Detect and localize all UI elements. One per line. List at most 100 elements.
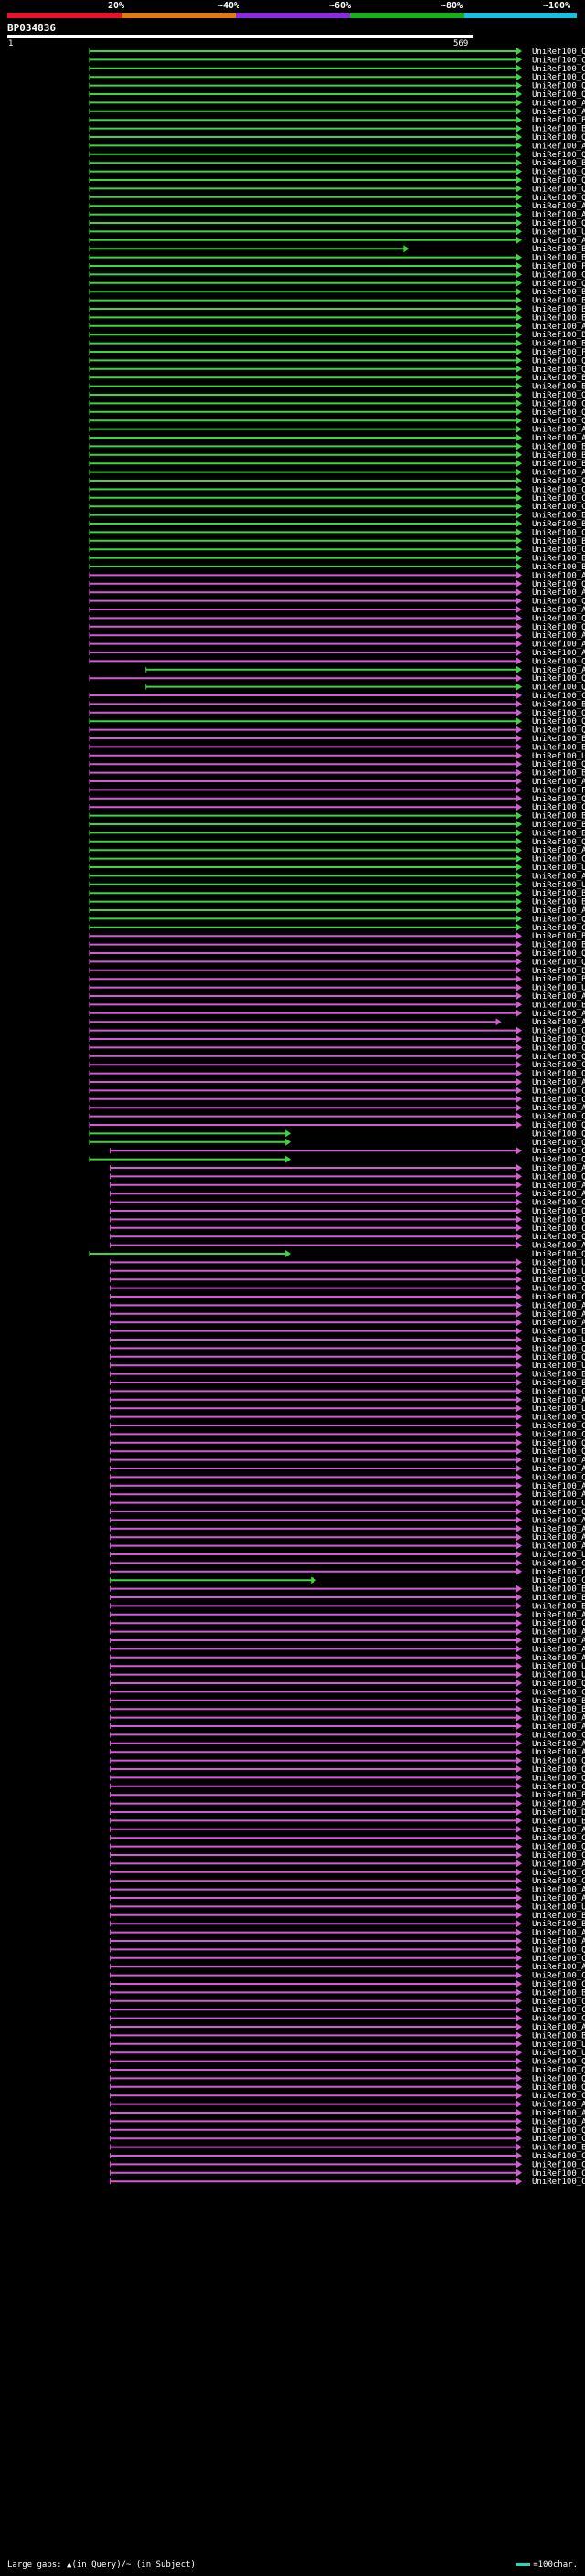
hit-label[interactable]: UniRef100_UP1000... <box>532 752 585 761</box>
hit-label[interactable]: UniRef100_A9EZ27 <box>532 1723 585 1732</box>
hit-label[interactable]: UniRef100_UP1000... <box>532 1336 585 1345</box>
hit-label[interactable]: UniRef100_C9R8U0 <box>532 1044 585 1053</box>
hit-label[interactable]: UniRef100_B9H7F8 <box>532 288 585 297</box>
hit-label[interactable]: UniRef100_Q0DDX3 <box>532 417 585 426</box>
hit-label[interactable]: UniRef100_C1B2S2 <box>532 1619 585 1628</box>
hit-label[interactable]: UniRef100_B9GQ29 <box>532 374 585 383</box>
hit-label[interactable]: UniRef100_C7QM83 <box>532 1414 585 1423</box>
hit-label[interactable]: UniRef100_C5Y5M6 <box>532 803 585 812</box>
hit-label[interactable]: UniRef100_Q4A9N6 <box>532 1207 585 1216</box>
hit-label[interactable]: UniRef100_B9GMN4 <box>532 254 585 263</box>
hit-label[interactable]: UniRef100_A9SX78 <box>532 469 585 478</box>
hit-label[interactable]: UniRef100_Q0C2P7 <box>532 1233 585 1242</box>
hit-label[interactable]: UniRef100_Q9SBF2 <box>532 408 585 418</box>
hit-label[interactable]: UniRef100_B7I0O3 <box>532 2144 585 2153</box>
hit-label[interactable]: UniRef100_Q0D247 <box>532 614 585 623</box>
hit-label[interactable]: UniRef100_Q6H854 <box>532 726 585 736</box>
hit-label[interactable]: UniRef100_A1W3V6 <box>532 1929 585 1938</box>
hit-label[interactable]: UniRef100_C6B4K9 <box>532 1568 585 1577</box>
hit-label[interactable]: UniRef100_A7QJ3 <box>532 846 585 855</box>
hit-label[interactable]: UniRef100_A4RYY3 <box>532 1242 585 1251</box>
hit-label[interactable]: UniRef100_A1TKP5 <box>532 1465 585 1474</box>
hit-label[interactable]: UniRef100_A7NVE7 <box>532 237 585 246</box>
hit-label[interactable]: UniRef100_B7FI00 <box>532 245 585 254</box>
hit-label[interactable]: UniRef100_B4FUS9 <box>532 313 585 323</box>
hit-label[interactable]: UniRef100_C9PGD4 <box>532 1869 585 1878</box>
hit-label[interactable]: UniRef100_C6E4U9 <box>532 1224 585 1234</box>
hit-label[interactable]: UniRef100_A6MTV9 <box>532 1714 585 1723</box>
hit-label[interactable]: UniRef100_A3B196 <box>532 571 585 580</box>
hit-label[interactable]: UniRef100_C3H119 <box>532 2152 585 2161</box>
hit-label[interactable]: UniRef100_A8KU34 <box>532 1637 585 1646</box>
hit-label[interactable]: UniRef100_A9CHG0 <box>532 1525 585 1534</box>
hit-label[interactable]: UniRef100_Q6VS59 <box>532 194 585 203</box>
hit-label[interactable]: UniRef100_C6CNV7 <box>532 1851 585 1860</box>
hit-label[interactable]: UniRef100_B8B4I4 <box>532 889 585 898</box>
hit-label[interactable]: UniRef100_C3NDX5 <box>532 1731 585 1740</box>
hit-label[interactable]: UniRef100_A4RSR9 <box>532 1190 585 1199</box>
hit-label[interactable]: UniRef100_B9HEV9 <box>532 1001 585 1010</box>
hit-label[interactable]: UniRef100_A3AHM0 <box>532 666 585 675</box>
hit-label[interactable]: UniRef100_A1TTD7 <box>532 1104 585 1113</box>
hit-label[interactable]: UniRef100_P54969 <box>532 348 585 357</box>
hit-label[interactable]: UniRef100_Q9LL39 <box>532 391 585 400</box>
hit-label[interactable]: UniRef100_C1B8B4 <box>532 1087 585 1096</box>
hit-label[interactable]: UniRef100_C5AUH6 <box>532 2092 585 2101</box>
hit-label[interactable]: UniRef100_A4RDU5 <box>532 1310 585 1320</box>
hit-label[interactable]: UniRef100_B7ZXV5 <box>532 555 585 564</box>
hit-label[interactable]: UniRef100_A8U9B4 <box>532 1740 585 1749</box>
hit-label[interactable]: UniRef100_A2Y1X3 <box>532 588 585 598</box>
hit-label[interactable]: UniRef100_Q8VY00 <box>532 477 585 486</box>
hit-label[interactable]: UniRef100_B9SW25 <box>532 700 585 709</box>
hit-label[interactable]: UniRef100_Q2RHZ9 <box>532 1035 585 1044</box>
hit-label[interactable]: UniRef100_UP1000... <box>532 984 585 993</box>
hit-label[interactable]: UniRef100_C5Y248 <box>532 692 585 701</box>
hit-label[interactable]: UniRef100_Q8AP03 <box>532 1156 585 1165</box>
hit-label[interactable]: UniRef100_B9M0Z1 <box>532 1371 585 1380</box>
hit-label[interactable]: UniRef100_C7LED2 <box>532 1422 585 1431</box>
hit-label[interactable]: UniRef100_A9BUN1 <box>532 1860 585 1869</box>
hit-label[interactable]: UniRef100_A6TLW1 <box>532 2101 585 2110</box>
hit-label[interactable]: UniRef100_A7Q2I5 <box>532 872 585 881</box>
hit-label[interactable]: UniRef100_C3NKE0 <box>532 1955 585 1964</box>
hit-label[interactable]: UniRef100_C3QIY6 <box>532 1430 585 1439</box>
hit-label[interactable]: UniRef100_C2RBF5 <box>532 2169 585 2178</box>
hit-label[interactable]: UniRef100_UP1000... <box>532 2041 585 2050</box>
hit-label[interactable]: UniRef100_B7GZN0 <box>532 975 585 984</box>
hit-label[interactable]: UniRef100_C1E015 <box>532 1500 585 1509</box>
hit-label[interactable]: UniRef100_Q2W9D6 <box>532 1276 585 1285</box>
hit-label[interactable]: UniRef100_Q8S3S4 <box>532 185 585 194</box>
hit-label[interactable]: UniRef100_C6W3F2 <box>532 1113 585 1122</box>
hit-label[interactable]: UniRef100_A3B194 <box>532 323 585 332</box>
hit-label[interactable]: UniRef100_A7PF84 <box>532 641 585 650</box>
hit-label[interactable]: UniRef100_C5UF33 <box>532 924 585 933</box>
hit-label[interactable]: UniRef100_Q6H8S2 <box>532 133 585 143</box>
hit-label[interactable]: UniRef100_A5VEC7 <box>532 1533 585 1542</box>
hit-label[interactable]: UniRef100_A9DB19 <box>532 1611 585 1620</box>
hit-label[interactable]: UniRef100_B4D2Z7 <box>532 1817 585 1826</box>
hit-label[interactable]: UniRef100_A9PG36 <box>532 631 585 641</box>
hit-label[interactable]: UniRef100_B7HDD6 <box>532 1988 585 1998</box>
hit-label[interactable]: UniRef100_Q07795 <box>532 1765 585 1775</box>
hit-label[interactable]: UniRef100_C6J1E1 <box>532 1387 585 1396</box>
hit-label[interactable]: UniRef100_A3K5N1 <box>532 1396 585 1405</box>
hit-label[interactable]: UniRef100_Q9SLL5 <box>532 795 585 804</box>
hit-label[interactable]: UniRef100_B7F3I1 <box>532 898 585 907</box>
hit-label[interactable]: UniRef100_A2SF96 <box>532 1826 585 1835</box>
hit-label[interactable]: UniRef100_B4G0F2 <box>532 305 585 314</box>
hit-label[interactable]: UniRef100_B9RJ28 <box>532 442 585 451</box>
hit-label[interactable]: UniRef100_B6SVQ9 <box>532 512 585 521</box>
hit-label[interactable]: UniRef100_Q0K3Y6 <box>532 1774 585 1783</box>
hit-label[interactable]: UniRef100_B9LQG8 <box>532 932 585 941</box>
hit-label[interactable]: UniRef100_Q79586 <box>532 1945 585 1955</box>
hit-label[interactable]: UniRef100_C5B6F9 <box>532 1688 585 1697</box>
hit-label[interactable]: UniRef100_Q1H127 <box>532 1680 585 1689</box>
hit-label[interactable]: UniRef100_Q9SBN0 <box>532 949 585 959</box>
hit-label[interactable]: UniRef100_A7QEU1 <box>532 992 585 1002</box>
hit-label[interactable]: UniRef100_Q851L6 <box>532 623 585 632</box>
hit-label[interactable]: UniRef100_UP1000... <box>532 1903 585 1912</box>
hit-label[interactable]: UniRef100_Q21745 <box>532 366 585 375</box>
hit-label[interactable]: UniRef100_A3HFJ5 <box>532 1894 585 1903</box>
hit-label[interactable]: UniRef100_C2X8I8 <box>532 2160 585 2169</box>
hit-label[interactable]: UniRef100_B9JY38 <box>532 1585 585 1595</box>
